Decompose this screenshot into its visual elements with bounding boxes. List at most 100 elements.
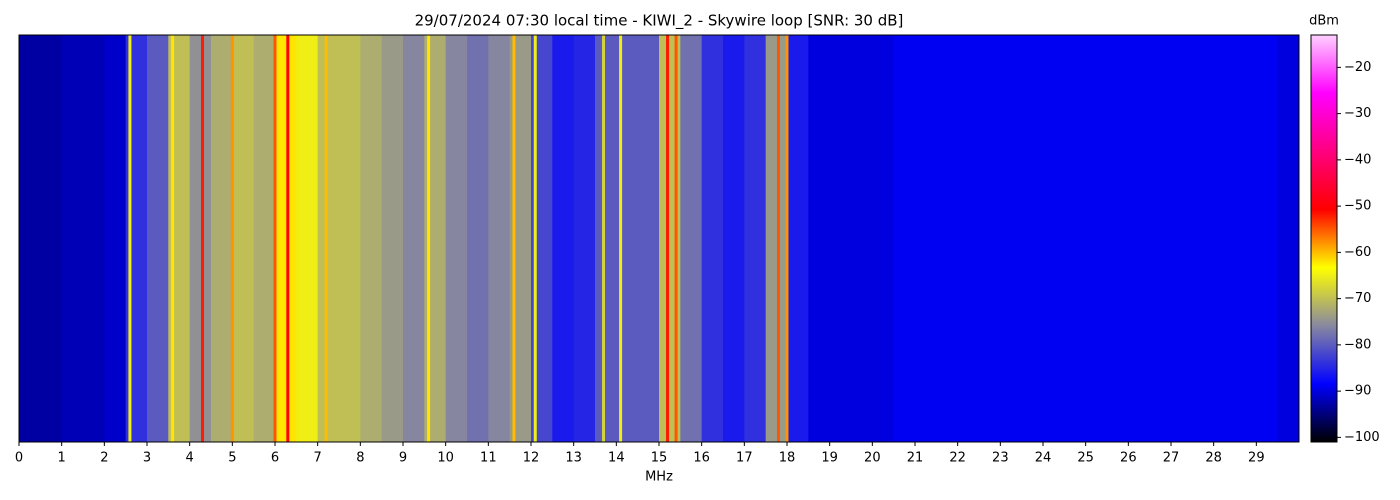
spectrum-bin — [1213, 35, 1236, 442]
x-tick-label: 3 — [143, 451, 151, 466]
x-tick-label: 5 — [228, 451, 236, 466]
spectrum-bin — [573, 35, 596, 442]
x-tick-label: 29 — [1248, 451, 1265, 466]
x-tick-label: 27 — [1163, 451, 1180, 466]
spectrum-bin — [83, 35, 105, 442]
spectrum-bin — [637, 35, 660, 442]
carrier-line — [602, 35, 606, 442]
colorbar-tick-label: −80 — [1344, 337, 1371, 352]
carrier-line — [666, 35, 670, 442]
x-tick-label: 11 — [480, 451, 497, 466]
spectrum-bin — [403, 35, 425, 442]
x-tick-label: 13 — [565, 451, 582, 466]
spectrum-bin — [1192, 35, 1215, 442]
carrier-line — [200, 35, 204, 442]
spectrum-bin — [552, 35, 575, 442]
colorbar-tick-label: −90 — [1344, 384, 1371, 399]
carrier-line — [286, 35, 290, 442]
spectrum-bin — [40, 35, 63, 442]
colorbar-tick-label: −30 — [1344, 106, 1371, 121]
spectrum-bin — [189, 35, 212, 442]
spectrum-bin — [829, 35, 852, 442]
x-tick-label: 20 — [864, 451, 881, 466]
spectrum-bin — [936, 35, 959, 442]
x-tick-label: 14 — [608, 451, 625, 466]
spectrum-bin — [765, 35, 788, 442]
spectrum-bin — [360, 35, 383, 442]
spectrum-bin — [317, 35, 340, 442]
spectrum-bin — [381, 35, 404, 442]
spectrum-bin — [253, 35, 276, 442]
x-tick-label: 6 — [271, 451, 279, 466]
carrier-line — [785, 35, 789, 442]
x-axis-label: MHz — [645, 470, 673, 485]
x-tick-label: 22 — [949, 451, 966, 466]
spectrum-bin — [211, 35, 233, 442]
carrier-line — [128, 35, 132, 442]
x-tick-label: 18 — [779, 451, 796, 466]
spectrum-bin — [1107, 35, 1129, 442]
spectrum-bin — [1149, 35, 1172, 442]
spectrum-bin — [1021, 35, 1044, 442]
x-tick-label: 23 — [992, 451, 1009, 466]
spectrum-bin — [296, 35, 319, 442]
colorbar-tick-label: −100 — [1344, 430, 1380, 445]
spectrum-bin — [787, 35, 809, 442]
spectrum-bin — [147, 35, 169, 442]
colorbar-tick-label: −70 — [1344, 291, 1371, 306]
carrier-line — [427, 35, 431, 442]
spectrum-bin — [893, 35, 916, 442]
spectrum-bin — [979, 35, 1001, 442]
spectrum-bin — [744, 35, 767, 442]
spectrum-bin — [1171, 35, 1193, 442]
x-tick-label: 19 — [821, 451, 838, 466]
spectrum-bin — [1043, 35, 1065, 442]
carrier-line — [230, 35, 234, 442]
x-tick-label: 1 — [58, 451, 66, 466]
x-tick-label: 12 — [523, 451, 540, 466]
spectrum-bin — [595, 35, 617, 442]
carrier-line — [273, 35, 277, 442]
spectrum-bin — [339, 35, 361, 442]
x-tick-label: 10 — [437, 451, 454, 466]
x-tick-label: 25 — [1077, 451, 1094, 466]
spectrum-bin — [808, 35, 831, 442]
spectrum-bin — [1235, 35, 1257, 442]
spectrum-bin — [915, 35, 937, 442]
spectrum-bin — [1064, 35, 1087, 442]
carrier-line — [533, 35, 537, 442]
carrier-line — [324, 35, 328, 442]
colorbar-label: dBm — [1309, 14, 1339, 29]
spectrum-bin — [19, 35, 41, 442]
spectrum-bin — [232, 35, 255, 442]
spectrum-bin — [872, 35, 895, 442]
colorbar-tick-label: −20 — [1344, 60, 1371, 75]
carrier-line — [512, 35, 516, 442]
x-tick-label: 21 — [907, 451, 924, 466]
spectrum-bin — [723, 35, 745, 442]
x-tick-label: 2 — [100, 451, 108, 466]
x-tick-label: 26 — [1120, 451, 1137, 466]
colorbar-tick-label: −60 — [1344, 245, 1371, 260]
spectrum-bin — [445, 35, 468, 442]
carrier-line — [674, 35, 678, 442]
spectrum-bin — [1277, 35, 1300, 442]
carrier-line — [776, 35, 780, 442]
x-tick-label: 4 — [186, 451, 194, 466]
x-tick-label: 0 — [15, 451, 23, 466]
spectrum-bin — [1085, 35, 1108, 442]
carrier-line — [171, 35, 175, 442]
spectrum-bin — [104, 35, 127, 442]
x-tick-label: 8 — [356, 451, 364, 466]
spectrum-bin — [61, 35, 84, 442]
x-tick-label: 16 — [693, 451, 710, 466]
spectrum-bin — [1128, 35, 1151, 442]
chart-title: 29/07/2024 07:30 local time - KIWI_2 - S… — [415, 12, 904, 31]
carrier-line — [619, 35, 623, 442]
spectrum-bin — [1000, 35, 1023, 442]
colorbar-tick-label: −50 — [1344, 199, 1371, 214]
colorbar-tick-label: −40 — [1344, 152, 1371, 167]
spectrum-bin — [680, 35, 703, 442]
spectrum-bin — [851, 35, 873, 442]
x-tick-label: 7 — [314, 451, 322, 466]
